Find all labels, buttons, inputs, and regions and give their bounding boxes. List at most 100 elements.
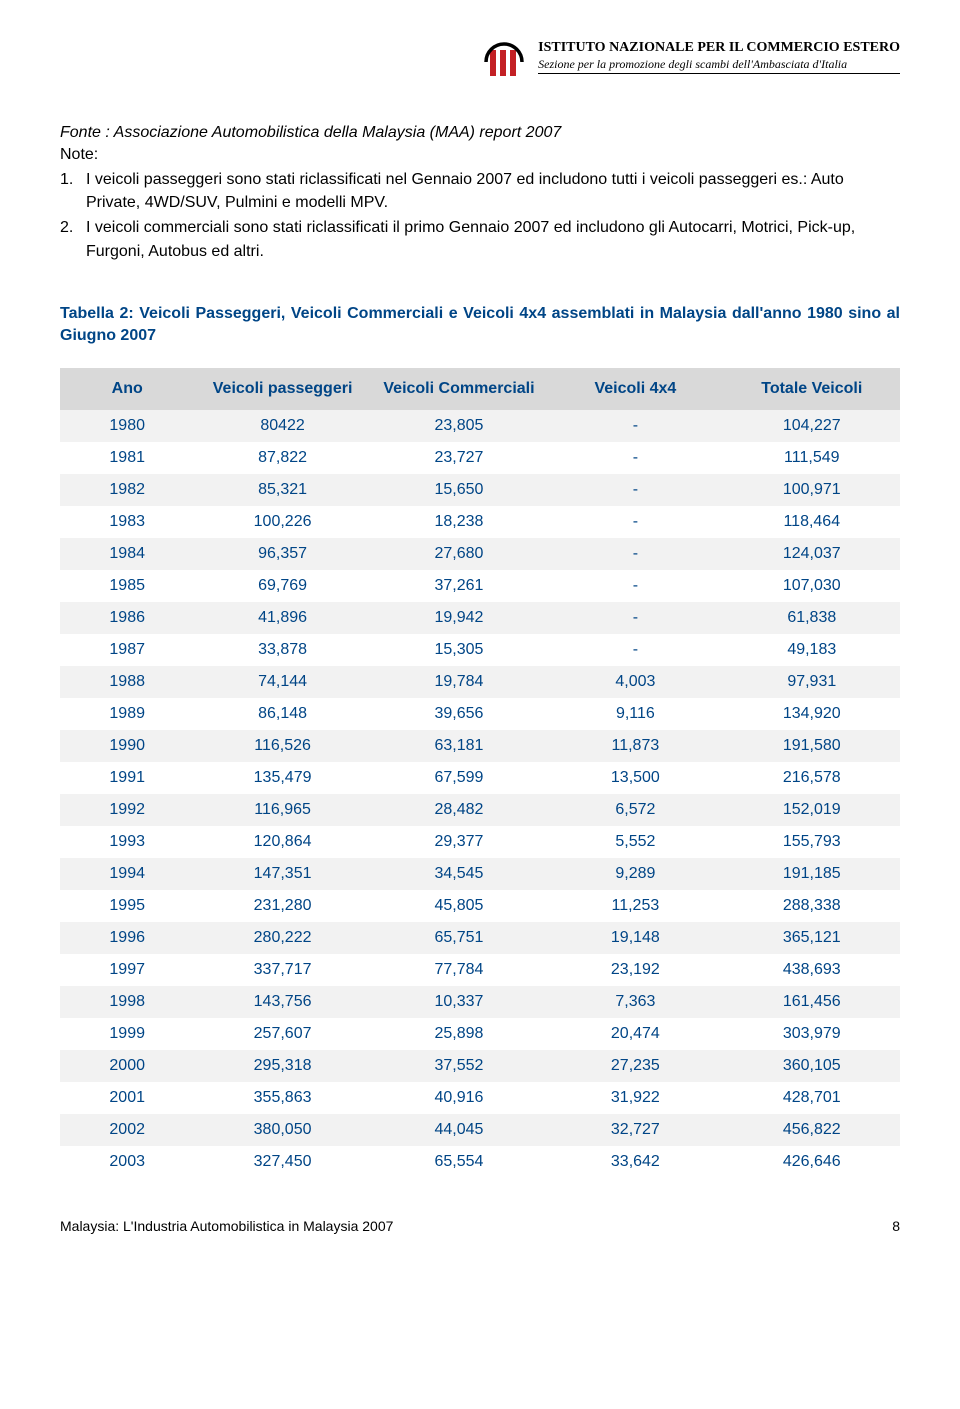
table-cell: 1984 (60, 538, 194, 570)
table-cell: 1994 (60, 858, 194, 890)
table-cell: 85,321 (194, 474, 370, 506)
table-cell: 32,727 (547, 1114, 723, 1146)
ice-logo-icon (482, 40, 526, 84)
page-footer: Malaysia: L'Industria Automobilistica in… (60, 1218, 900, 1234)
table-cell: 118,464 (724, 506, 900, 538)
table-cell: 27,235 (547, 1050, 723, 1082)
table-cell: 29,377 (371, 826, 547, 858)
table-cell: 67,599 (371, 762, 547, 794)
table-cell: 426,646 (724, 1146, 900, 1178)
table-cell: - (547, 570, 723, 602)
table-cell: 63,181 (371, 730, 547, 762)
table-cell: 1992 (60, 794, 194, 826)
table-cell: 9,289 (547, 858, 723, 890)
table-row: 198874,14419,7844,00397,931 (60, 666, 900, 698)
table-row: 2000295,31837,55227,235360,105 (60, 1050, 900, 1082)
note-number: 2. (60, 216, 86, 262)
table-cell: 5,552 (547, 826, 723, 858)
table-cell: 33,642 (547, 1146, 723, 1178)
table-cell: 155,793 (724, 826, 900, 858)
note-label: Note: (60, 146, 900, 164)
table-cell: 2002 (60, 1114, 194, 1146)
table-cell: 69,769 (194, 570, 370, 602)
table-cell: 9,116 (547, 698, 723, 730)
table-cell: 11,253 (547, 890, 723, 922)
table-cell: 2001 (60, 1082, 194, 1114)
table-cell: 13,500 (547, 762, 723, 794)
table-cell: - (547, 634, 723, 666)
table-row: 1993120,86429,3775,552155,793 (60, 826, 900, 858)
table-cell: 97,931 (724, 666, 900, 698)
table-cell: 360,105 (724, 1050, 900, 1082)
table-row: 198733,87815,305-49,183 (60, 634, 900, 666)
table-cell: 37,552 (371, 1050, 547, 1082)
table-cell: 355,863 (194, 1082, 370, 1114)
table-cell: 295,318 (194, 1050, 370, 1082)
table-cell: 365,121 (724, 922, 900, 954)
table-row: 198986,14839,6569,116134,920 (60, 698, 900, 730)
table-cell: 65,751 (371, 922, 547, 954)
table-cell: 152,019 (724, 794, 900, 826)
table-cell: 288,338 (724, 890, 900, 922)
header-text-block: ISTITUTO NAZIONALE PER IL COMMERCIO ESTE… (538, 40, 900, 74)
table-cell: 34,545 (371, 858, 547, 890)
table-cell: 77,784 (371, 954, 547, 986)
table-cell: 280,222 (194, 922, 370, 954)
table-cell: 116,965 (194, 794, 370, 826)
table-row: 19808042223,805-104,227 (60, 410, 900, 442)
table-cell: 61,838 (724, 602, 900, 634)
table-cell: 100,226 (194, 506, 370, 538)
table-cell: 96,357 (194, 538, 370, 570)
table-cell: 428,701 (724, 1082, 900, 1114)
table-cell: 37,261 (371, 570, 547, 602)
table-cell: 23,192 (547, 954, 723, 986)
note-number: 1. (60, 168, 86, 214)
table-cell: - (547, 538, 723, 570)
table-cell: 86,148 (194, 698, 370, 730)
table-cell: 337,717 (194, 954, 370, 986)
note-text: I veicoli commerciali sono stati riclass… (86, 216, 900, 262)
table-row: 198641,89619,942-61,838 (60, 602, 900, 634)
table-cell: 41,896 (194, 602, 370, 634)
table-cell: 1986 (60, 602, 194, 634)
table-cell: 18,238 (371, 506, 547, 538)
table-cell: 303,979 (724, 1018, 900, 1050)
table-row: 198285,32115,650-100,971 (60, 474, 900, 506)
table-cell: 40,916 (371, 1082, 547, 1114)
vehicles-table: Ano Veicoli passeggeri Veicoli Commercia… (60, 368, 900, 1178)
table-cell: 1995 (60, 890, 194, 922)
table-cell: 15,650 (371, 474, 547, 506)
page-container: ISTITUTO NAZIONALE PER IL COMMERCIO ESTE… (0, 0, 960, 1264)
table-cell: 191,185 (724, 858, 900, 890)
table-row: 1995231,28045,80511,253288,338 (60, 890, 900, 922)
table-cell: 49,183 (724, 634, 900, 666)
table-row: 1999257,60725,89820,474303,979 (60, 1018, 900, 1050)
footer-page-number: 8 (892, 1218, 900, 1234)
table-cell: 7,363 (547, 986, 723, 1018)
table-row: 1998143,75610,3377,363161,456 (60, 986, 900, 1018)
table-row: 1990116,52663,18111,873191,580 (60, 730, 900, 762)
table-cell: 44,045 (371, 1114, 547, 1146)
page-header: ISTITUTO NAZIONALE PER IL COMMERCIO ESTE… (60, 40, 900, 84)
table-title: Tabella 2: Veicoli Passeggeri, Veicoli C… (60, 303, 900, 348)
col-header-year: Ano (60, 368, 194, 410)
table-cell: 1982 (60, 474, 194, 506)
table-cell: 23,727 (371, 442, 547, 474)
table-cell: 1987 (60, 634, 194, 666)
table-cell: 1983 (60, 506, 194, 538)
table-row: 1994147,35134,5459,289191,185 (60, 858, 900, 890)
table-cell: 19,148 (547, 922, 723, 954)
table-cell: 1996 (60, 922, 194, 954)
table-cell: 104,227 (724, 410, 900, 442)
header-subtitle: Sezione per la promozione degli scambi d… (538, 57, 900, 74)
table-cell: 1989 (60, 698, 194, 730)
table-cell: 65,554 (371, 1146, 547, 1178)
table-cell: 1988 (60, 666, 194, 698)
table-cell: 147,351 (194, 858, 370, 890)
table-cell: 19,942 (371, 602, 547, 634)
col-header-commercial: Veicoli Commerciali (371, 368, 547, 410)
table-cell: 87,822 (194, 442, 370, 474)
table-row: 198496,35727,680-124,037 (60, 538, 900, 570)
table-cell: 1990 (60, 730, 194, 762)
table-cell: 25,898 (371, 1018, 547, 1050)
